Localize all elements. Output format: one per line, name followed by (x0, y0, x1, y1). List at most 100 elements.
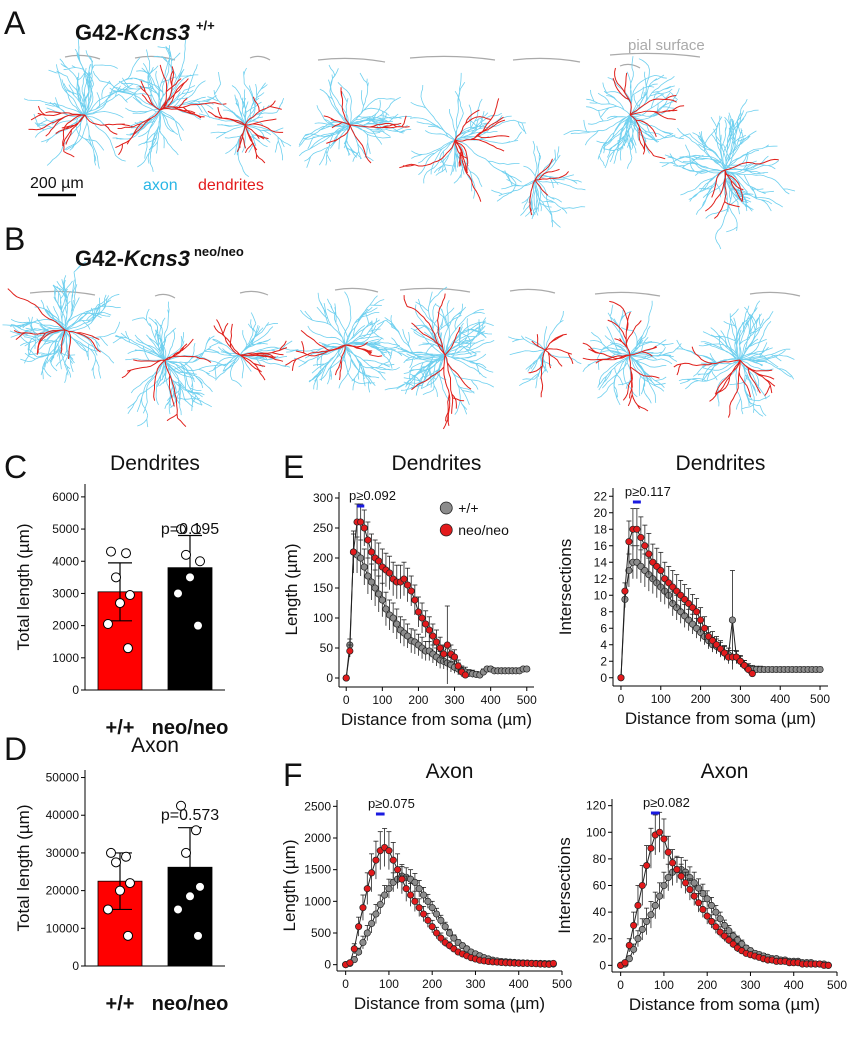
marker (625, 941, 633, 949)
marker (355, 923, 363, 931)
marker (400, 575, 408, 583)
marker (346, 959, 354, 967)
marker (664, 873, 672, 882)
marker (454, 662, 462, 670)
y-tick-label: 10 (594, 588, 608, 602)
marker (633, 525, 641, 533)
axon-arbor (298, 64, 412, 168)
y-tick-label: 2 (600, 654, 607, 668)
data-point (123, 643, 133, 654)
marker (404, 632, 412, 640)
y-tick-label: 300 (313, 491, 333, 505)
marker (367, 578, 376, 586)
pial-surface (409, 55, 496, 61)
marker (359, 904, 367, 912)
marker (407, 587, 415, 595)
marker (824, 961, 832, 969)
marker (716, 915, 724, 923)
y-tick-label: 0 (72, 959, 79, 973)
data-point (185, 572, 195, 583)
axon-arbor (508, 310, 582, 389)
dendrite-arbor (28, 105, 133, 158)
dendrite-arbor (528, 333, 574, 398)
pial-surface (317, 57, 386, 63)
x-tick-label: 400 (784, 978, 804, 992)
marker (712, 923, 720, 931)
marker (630, 945, 638, 953)
marker (686, 885, 694, 894)
data-point (106, 847, 116, 858)
y-tick-label: 120 (586, 799, 606, 813)
x-tick-label: 500 (810, 692, 830, 706)
marker (363, 929, 371, 937)
chart-title: Axon (426, 760, 474, 783)
x-tick-label: 200 (408, 693, 428, 707)
axon-arbor (410, 72, 527, 199)
y-tick-label: 20 (594, 506, 608, 520)
y-axis-title: Intersections (556, 539, 575, 635)
marker (441, 923, 449, 931)
marker (461, 671, 469, 679)
data-point (111, 572, 121, 583)
annotation: p≥0.092 (349, 488, 396, 503)
panel-label: F (283, 757, 303, 793)
marker (375, 557, 383, 565)
y-tick-label: 50000 (46, 771, 80, 785)
x-tick-label: +/+ (106, 717, 135, 739)
marker (725, 936, 733, 944)
marker (418, 614, 426, 622)
marker (748, 670, 756, 678)
y-tick-label: 40 (593, 905, 607, 919)
marker (407, 891, 415, 899)
axon-arbor (675, 300, 795, 417)
panel-title: G42-Kcns3 neo/neo (75, 244, 244, 271)
marker (394, 866, 402, 874)
marker (429, 632, 437, 640)
x-tick-label: 500 (517, 693, 537, 707)
marker (656, 828, 664, 836)
chart-title: Axon (131, 734, 179, 757)
dendrite-arbor (582, 300, 660, 412)
marker (720, 921, 729, 929)
marker (669, 859, 677, 867)
x-tick-label: 0 (617, 978, 624, 992)
pial-surface (399, 287, 471, 293)
marker (625, 538, 633, 546)
title-prefix: G42- (75, 246, 124, 271)
dendrite-arbor (705, 158, 779, 219)
y-axis-title: Total length (µm) (14, 805, 33, 932)
y-tick-label: 60 (593, 879, 607, 893)
series-line (345, 875, 554, 966)
x-tick-label: 100 (651, 692, 671, 706)
marker (641, 542, 649, 550)
y-tick-label: 4000 (52, 554, 79, 568)
y-tick-label: 0 (326, 671, 333, 685)
y-tick-label: 2000 (52, 619, 79, 633)
panel-label: D (4, 731, 27, 767)
marker (364, 572, 372, 580)
x-tick-label: 100 (372, 693, 392, 707)
marker (634, 901, 642, 910)
axon-arbor (659, 98, 796, 250)
pial-surface (64, 54, 101, 60)
dendrite-arbor (403, 293, 472, 430)
data-point (185, 891, 195, 902)
y-tick-label: 100 (313, 611, 333, 625)
marker (342, 674, 350, 682)
marker (357, 518, 365, 526)
marker (450, 934, 458, 942)
data-point (111, 857, 121, 868)
marker (381, 891, 389, 899)
marker (385, 885, 393, 893)
axon-arbor (92, 37, 217, 172)
marker (367, 548, 376, 556)
marker (359, 938, 367, 947)
marker (720, 932, 729, 940)
y-tick-label: 20 (593, 932, 607, 946)
marker (651, 901, 659, 910)
marker (647, 911, 655, 919)
data-point (176, 800, 186, 811)
marker (368, 919, 376, 928)
marker (432, 910, 441, 918)
y-tick-label: 8 (600, 605, 607, 619)
